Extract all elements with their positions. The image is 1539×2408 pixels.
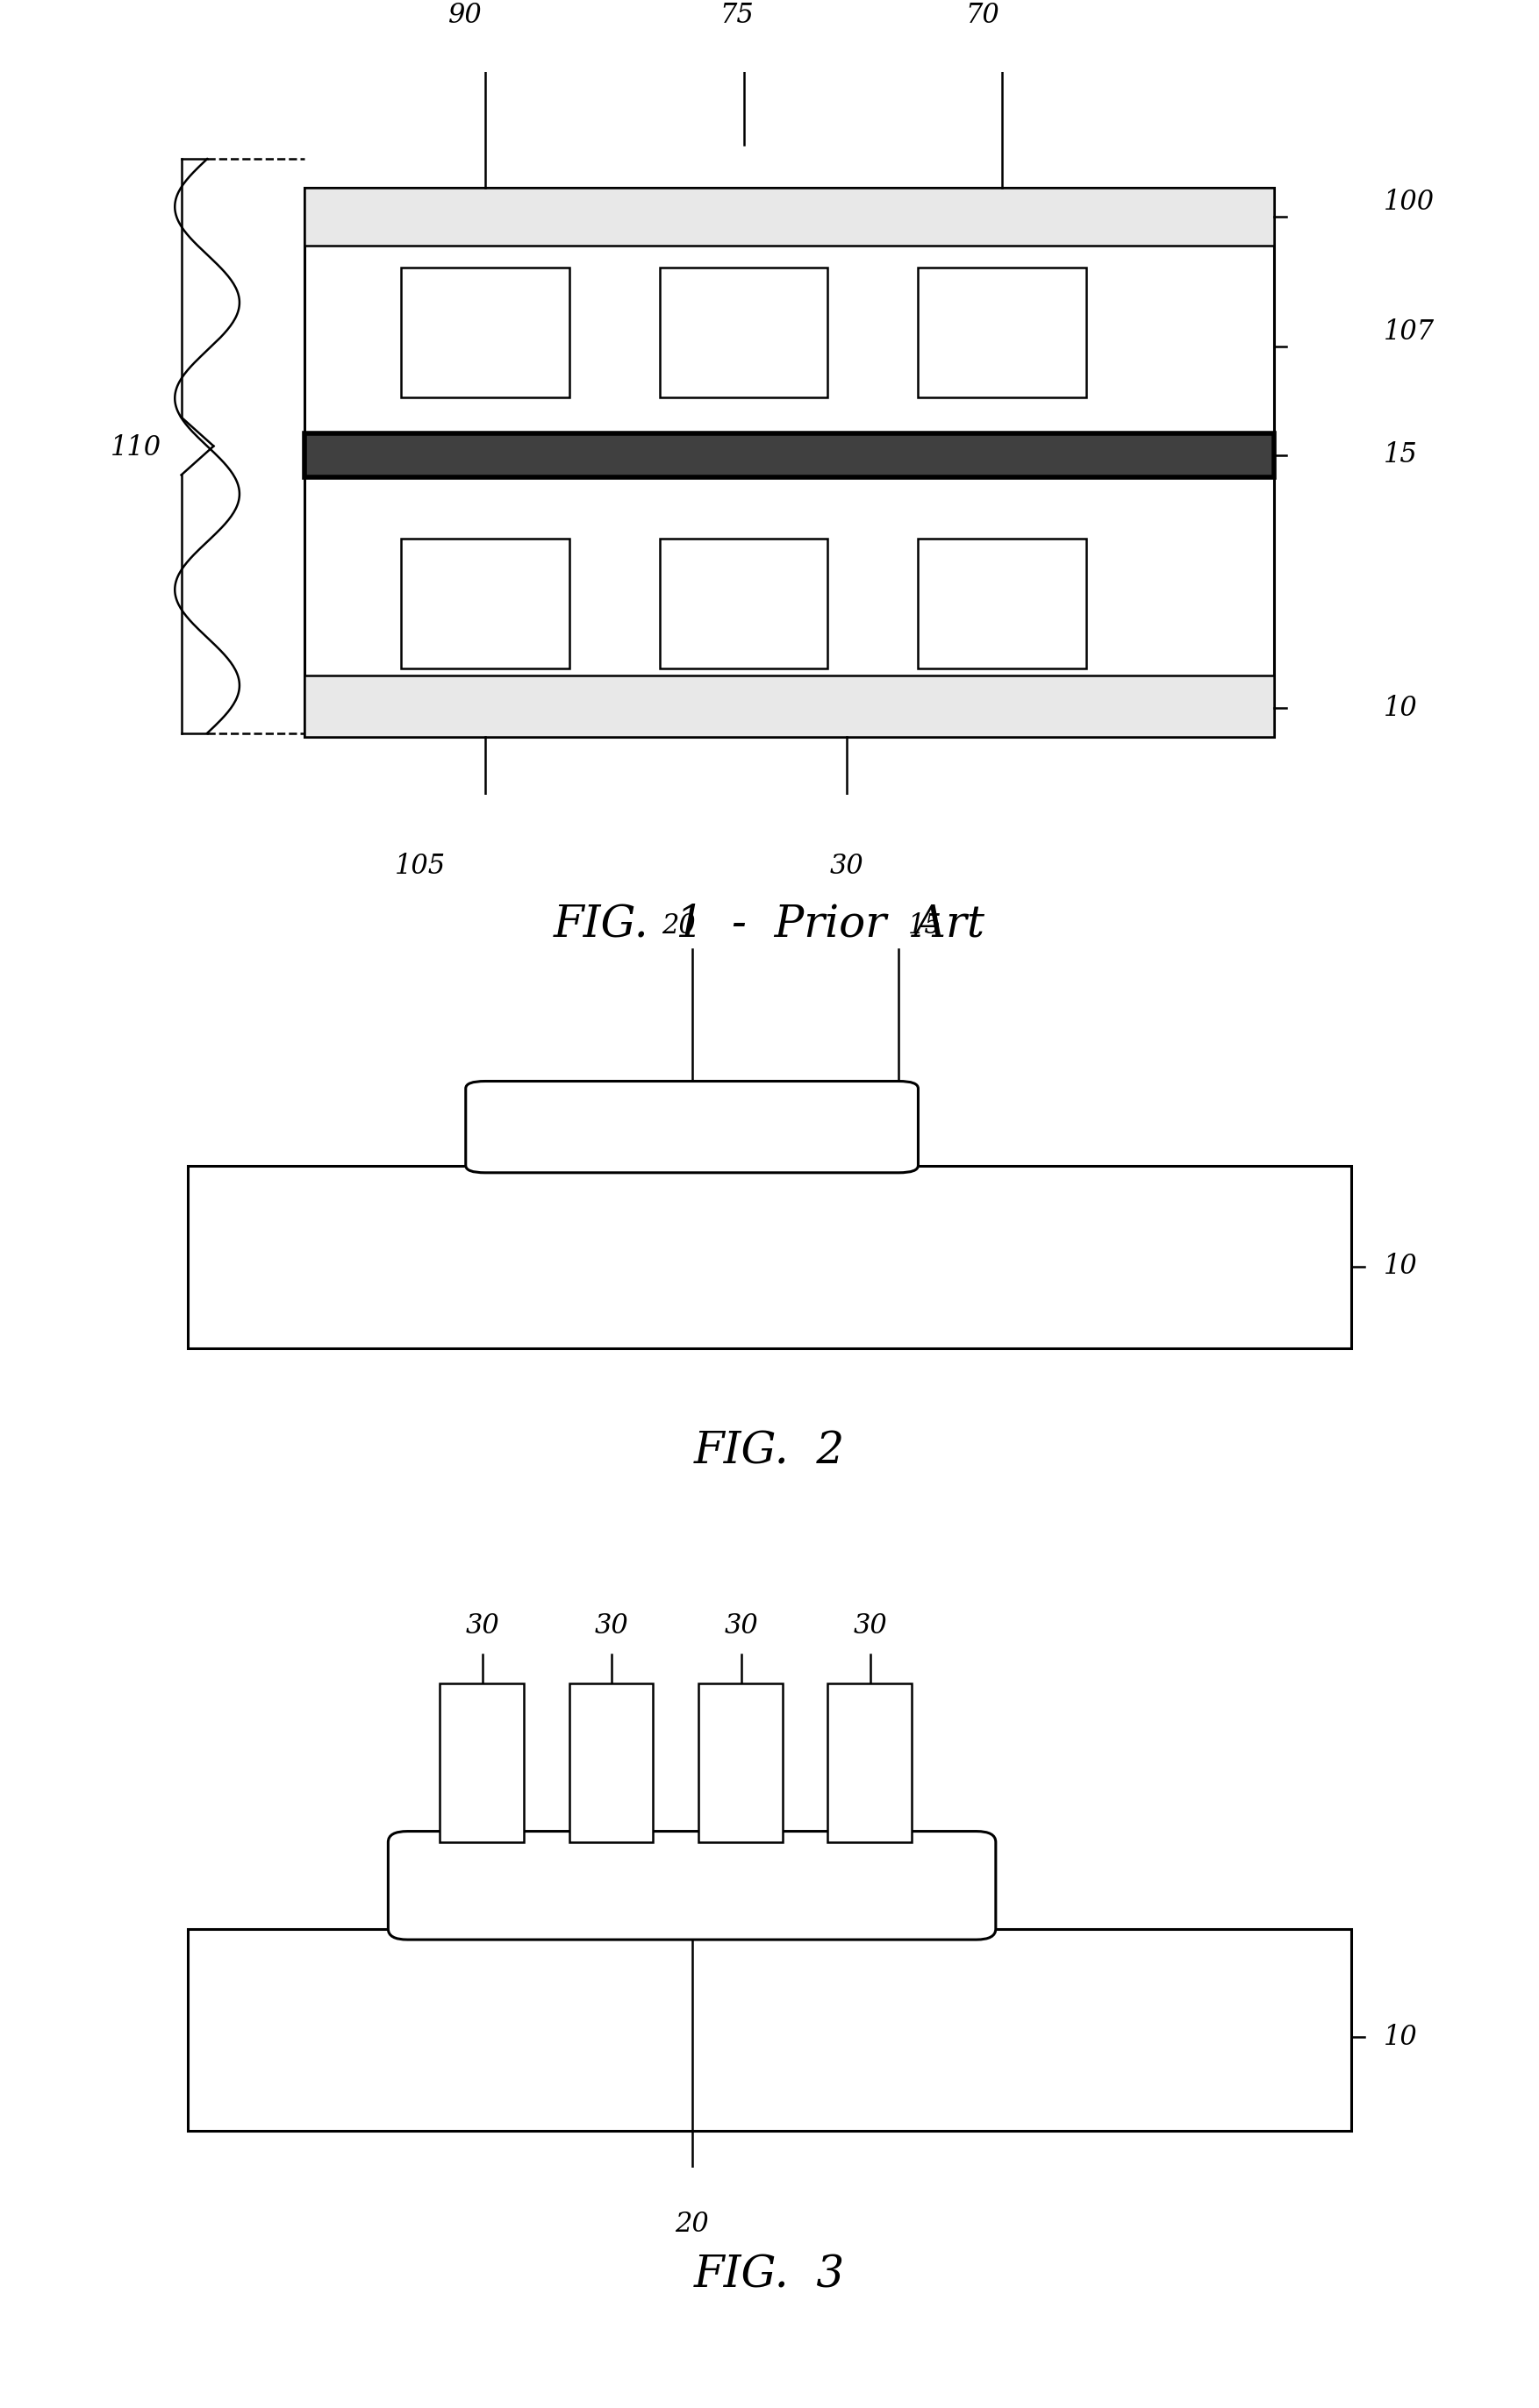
Text: 30: 30 bbox=[594, 1613, 629, 1640]
Text: 100: 100 bbox=[1384, 188, 1434, 217]
Text: 110: 110 bbox=[111, 433, 162, 462]
Text: 30: 30 bbox=[853, 1613, 888, 1640]
Text: 10: 10 bbox=[1384, 1252, 1417, 1281]
Bar bbox=[440, 1683, 523, 1842]
Text: 10: 10 bbox=[1384, 2023, 1417, 2052]
FancyBboxPatch shape bbox=[388, 1830, 996, 1941]
Text: 20: 20 bbox=[662, 913, 696, 939]
Text: 20: 20 bbox=[676, 2211, 709, 2237]
Text: 90: 90 bbox=[449, 2, 483, 29]
Text: 30: 30 bbox=[723, 1613, 759, 1640]
Bar bbox=[569, 1683, 653, 1842]
Text: 75: 75 bbox=[720, 2, 754, 29]
Text: 15: 15 bbox=[908, 913, 942, 939]
Text: 105: 105 bbox=[396, 852, 446, 879]
Bar bbox=[919, 267, 1087, 397]
Text: FIG.  3: FIG. 3 bbox=[694, 2254, 845, 2297]
Bar bbox=[402, 539, 569, 667]
Bar bbox=[305, 674, 1274, 737]
Bar bbox=[188, 1165, 1351, 1348]
Text: FIG.  1  -  Prior  Art: FIG. 1 - Prior Art bbox=[554, 903, 985, 946]
Bar bbox=[660, 267, 828, 397]
Text: 10: 10 bbox=[1384, 694, 1417, 722]
Bar bbox=[919, 539, 1087, 667]
FancyBboxPatch shape bbox=[466, 1081, 919, 1173]
Text: 30: 30 bbox=[465, 1613, 500, 1640]
Bar bbox=[305, 433, 1274, 477]
Bar bbox=[305, 188, 1274, 246]
Bar bbox=[402, 267, 569, 397]
Text: FIG.  2: FIG. 2 bbox=[694, 1430, 845, 1474]
Text: 15: 15 bbox=[1384, 441, 1417, 470]
Bar bbox=[699, 1683, 782, 1842]
Text: 107: 107 bbox=[1384, 318, 1434, 347]
Text: 70: 70 bbox=[966, 2, 1000, 29]
Bar bbox=[828, 1683, 911, 1842]
Text: 30: 30 bbox=[830, 852, 863, 879]
Bar bbox=[305, 188, 1274, 737]
Bar bbox=[660, 539, 828, 667]
Bar bbox=[188, 1929, 1351, 2131]
